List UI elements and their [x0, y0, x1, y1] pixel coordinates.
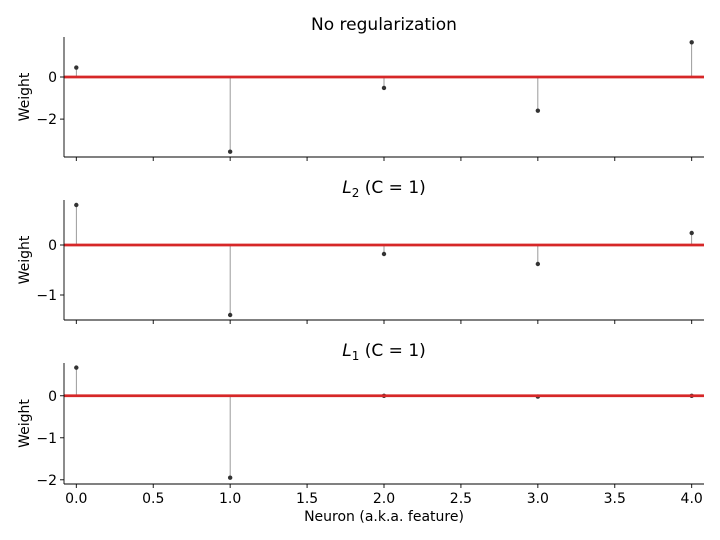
- stem-marker: [381, 85, 387, 91]
- x-tick-label: 1.0: [219, 491, 241, 507]
- stem-marker: [535, 108, 541, 113]
- panel-title: L1 (C = 1): [342, 341, 426, 363]
- y-tick-label: −2: [36, 473, 57, 489]
- y-tick-label: −2: [36, 112, 57, 128]
- panel-title: L2 (C = 1): [342, 178, 426, 200]
- y-tick-label: 0: [48, 389, 57, 405]
- stem-marker: [74, 65, 79, 70]
- stem-marker: [74, 365, 79, 370]
- stem-marker: [74, 202, 79, 208]
- x-tick-label: 2.0: [373, 491, 395, 507]
- title-base: L: [342, 178, 351, 198]
- panel-title: No regularization: [311, 15, 457, 35]
- stem-marker: [227, 149, 233, 154]
- title-base: L: [342, 341, 351, 361]
- x-tick-label: 2.5: [450, 491, 472, 507]
- y-tick-label: 0: [48, 238, 57, 254]
- stem-marker: [689, 230, 694, 236]
- stem-marker: [227, 475, 233, 480]
- x-tick-label: 4.0: [681, 491, 703, 507]
- y-axis-label: Weight: [17, 72, 33, 121]
- x-tick-label: 3.0: [527, 491, 549, 507]
- stem-marker: [227, 312, 233, 318]
- title-subscript: 2: [352, 186, 360, 200]
- y-tick-label: −1: [36, 288, 57, 304]
- x-tick-label: 0.5: [142, 491, 164, 507]
- y-axis-label: Weight: [17, 399, 33, 448]
- y-tick-label: 0: [48, 70, 57, 86]
- y-tick-label: −1: [36, 431, 57, 447]
- title-subscript: 1: [352, 349, 360, 363]
- x-tick-label: 1.5: [296, 491, 318, 507]
- panel-3: L1 (C = 1) 0 −1 −2 0.0 0.5 1.0 1.5 2.0 2.5 3.0 3.5 4…: [17, 341, 704, 507]
- stem-marker: [381, 251, 387, 257]
- stem-marker: [689, 40, 694, 45]
- x-tick-label: 0.0: [65, 491, 87, 507]
- title-rest: (C = 1): [359, 341, 425, 361]
- x-tick-label: 3.5: [604, 491, 626, 507]
- y-axis-label: Weight: [17, 235, 33, 284]
- title-rest: (C = 1): [359, 178, 425, 198]
- x-axis-label: Neuron (a.k.a. feature): [304, 509, 464, 525]
- stem-marker: [535, 261, 541, 267]
